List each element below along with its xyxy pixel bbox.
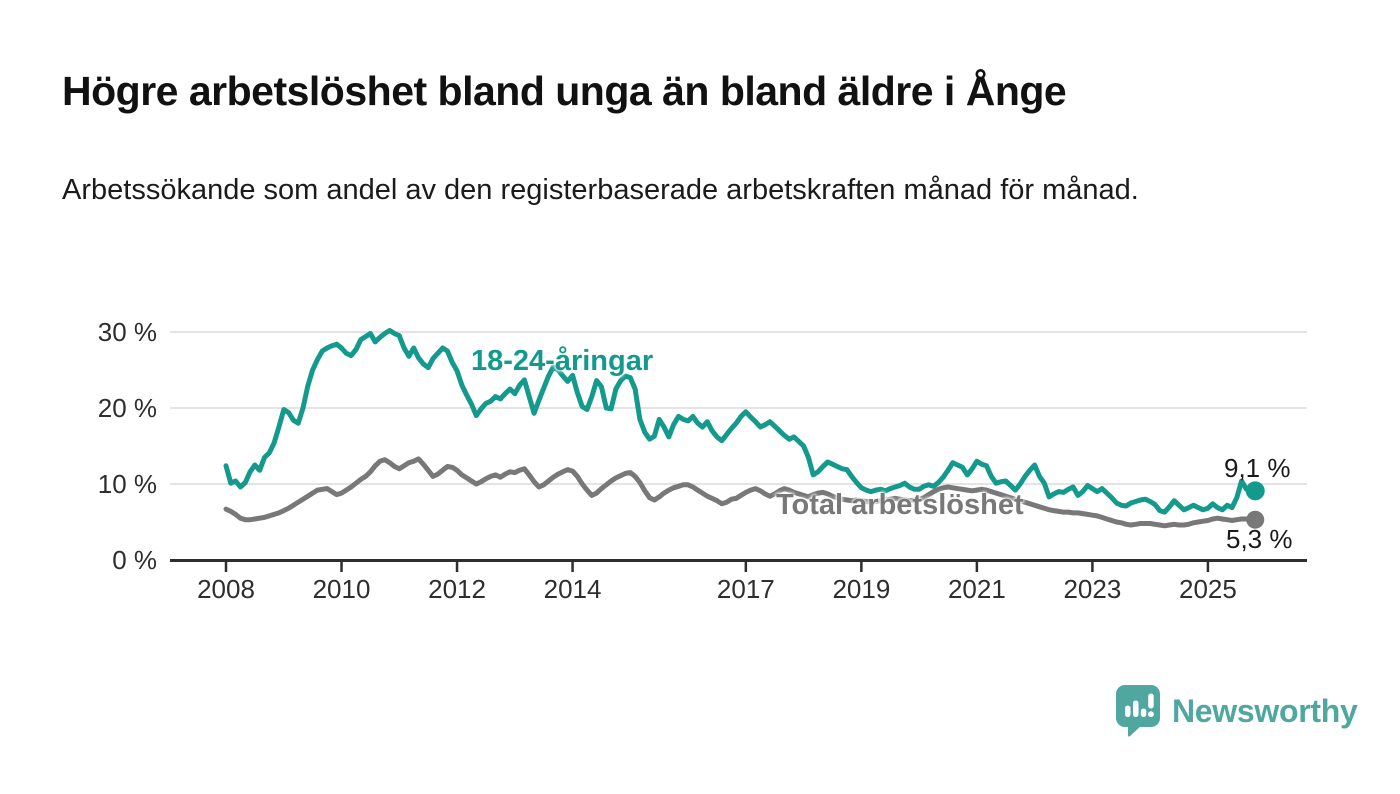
y-tick-label: 30 % [98,317,157,347]
x-tick-label: 2008 [197,574,255,604]
x-tick-label: 2025 [1179,574,1237,604]
series-label-youth: 18-24-åringar [471,345,654,377]
page-title: Högre arbetslöshet bland unga än bland ä… [62,68,1067,114]
x-tick-label: 2010 [313,574,371,604]
x-tick-label: 2021 [948,574,1006,604]
series-end-dot-total [1246,510,1265,529]
y-tick-label: 0 % [112,545,157,575]
series-end-dot-youth [1245,481,1265,501]
end-value-label-total: 5,3 % [1226,524,1293,554]
newsworthy-speech-bubble-icon [1116,685,1160,737]
end-value-label-youth: 9,1 % [1224,453,1291,483]
chart-subtitle: Arbetssökande som andel av den registerb… [62,174,1139,206]
series-line-youth [223,328,1254,515]
x-tick-label: 2017 [717,574,775,604]
series-line-total [223,456,1254,529]
y-tick-label: 10 % [98,469,157,499]
x-tick-label: 2019 [832,574,890,604]
x-tick-label: 2014 [544,574,602,604]
newsworthy-logo: Newsworthy [1115,684,1358,738]
newsworthy-wordmark: Newsworthy [1172,692,1358,729]
series-label-total: Total arbetslöshet [776,489,1024,521]
x-tick-label: 2012 [428,574,486,604]
y-tick-label: 20 % [98,393,157,423]
x-tick-label: 2023 [1063,574,1121,604]
